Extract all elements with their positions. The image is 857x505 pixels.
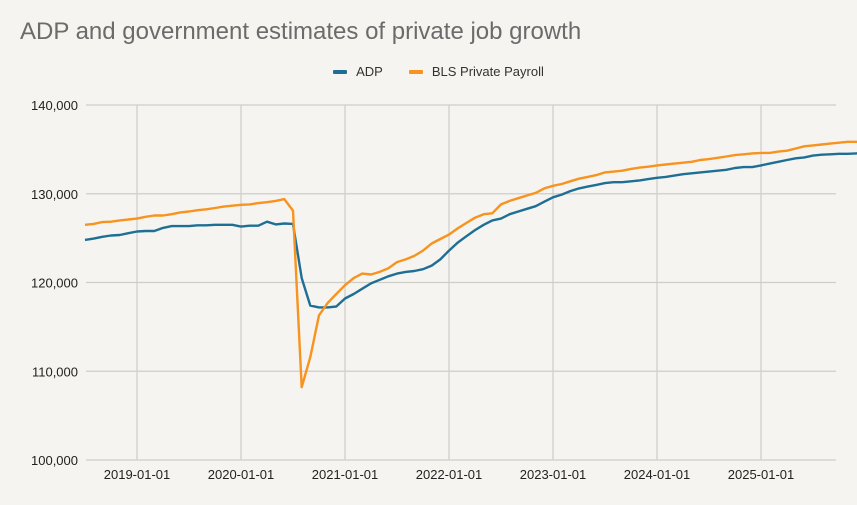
x-tick-label: 2021-01-01: [312, 467, 379, 482]
legend-swatch-adp: [333, 69, 348, 74]
legend-label-bls: BLS Private Payroll: [431, 64, 544, 79]
legend-label-adp: ADP: [356, 64, 383, 79]
chart-title: ADP and government estimates of private …: [20, 18, 582, 45]
legend-swatch-bls: [408, 69, 423, 74]
legend-item-adp[interactable]: ADP: [333, 64, 383, 79]
grid: [86, 104, 836, 461]
series-line-adp: [84, 152, 857, 309]
x-tick-label: 2019-01-01: [104, 467, 171, 482]
y-axis-ticks: 100,000 110,000 120,000 130,000 140,000: [31, 98, 78, 468]
x-tick-label: 2022-01-01: [416, 467, 483, 482]
x-tick-label: 2023-01-01: [520, 467, 587, 482]
x-axis-ticks: 2019-01-01 2020-01-01 2021-01-01 2022-01-01…: [104, 467, 795, 482]
y-tick-label: 120,000: [31, 276, 78, 291]
y-tick-label: 100,000: [31, 453, 78, 468]
series-lines: [84, 140, 857, 389]
x-tick-label: 2024-01-01: [624, 467, 691, 482]
y-tick-label: 130,000: [31, 187, 78, 202]
y-tick-label: 140,000: [31, 98, 78, 113]
x-tick-label: 2025-01-01: [728, 467, 795, 482]
legend-item-bls[interactable]: BLS Private Payroll: [408, 64, 544, 79]
series-line-bls: [84, 140, 857, 389]
x-tick-label: 2020-01-01: [208, 467, 275, 482]
legend: ADP BLS Private Payroll: [0, 64, 857, 79]
y-tick-label: 110,000: [32, 364, 78, 379]
